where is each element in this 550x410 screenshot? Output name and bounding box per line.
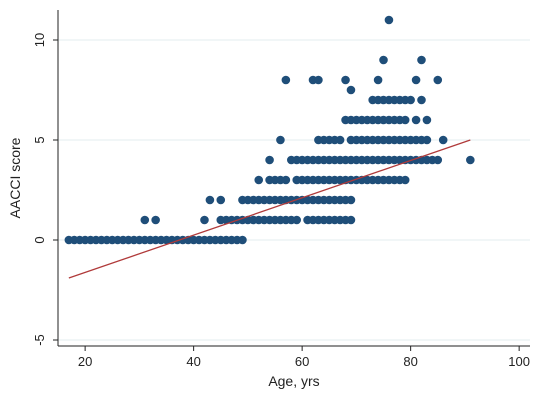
data-point <box>276 136 285 145</box>
data-point <box>254 176 263 185</box>
data-point <box>417 96 426 105</box>
data-point <box>216 196 225 205</box>
data-point <box>238 236 247 245</box>
data-point <box>206 196 215 205</box>
y-tick-label-3: 10 <box>32 33 47 47</box>
data-point <box>314 76 323 85</box>
data-point <box>282 176 291 185</box>
data-point <box>374 76 383 85</box>
data-point <box>265 156 274 165</box>
data-point <box>141 216 150 225</box>
x-tick-label-2: 60 <box>295 354 309 369</box>
data-point <box>412 76 421 85</box>
data-point <box>433 156 442 165</box>
data-point <box>466 156 475 165</box>
data-point <box>406 96 415 105</box>
data-point <box>151 216 160 225</box>
data-point <box>401 176 410 185</box>
data-point <box>423 116 432 125</box>
data-point <box>200 216 209 225</box>
y-axis-title: AACCI score <box>7 137 23 218</box>
data-point <box>347 86 356 95</box>
data-point <box>423 136 432 145</box>
x-tick-label-4: 100 <box>508 354 530 369</box>
y-tick-label-0: -5 <box>32 334 47 346</box>
x-tick-label-1: 40 <box>186 354 200 369</box>
x-axis-title: Age, yrs <box>268 373 319 389</box>
data-point <box>341 76 350 85</box>
y-tick-label-1: 0 <box>32 236 47 243</box>
data-point <box>282 76 291 85</box>
data-point <box>292 216 301 225</box>
y-tick-label-2: 5 <box>32 136 47 143</box>
data-point <box>347 196 356 205</box>
data-point <box>433 76 442 85</box>
data-point <box>417 56 426 65</box>
data-point <box>347 216 356 225</box>
data-point <box>439 136 448 145</box>
x-tick-label-0: 20 <box>78 354 92 369</box>
data-point <box>385 16 394 25</box>
x-tick-label-3: 80 <box>403 354 417 369</box>
data-point <box>379 56 388 65</box>
data-point <box>336 136 345 145</box>
data-point <box>412 116 421 125</box>
data-point <box>401 116 410 125</box>
